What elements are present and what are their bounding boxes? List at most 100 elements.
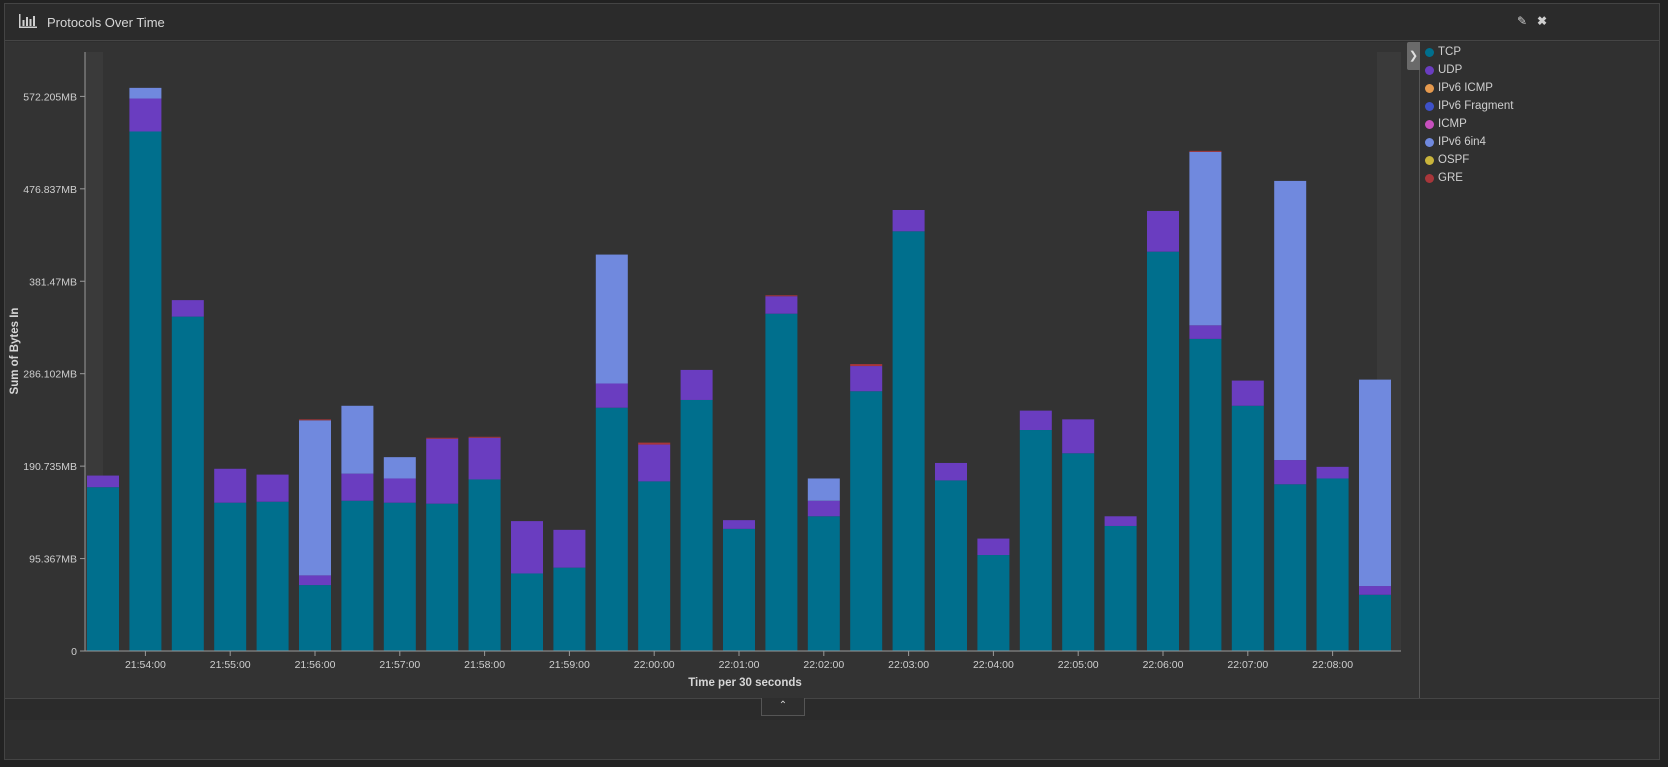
pencil-icon[interactable]: ✎ [1516,14,1528,28]
bar-segment[interactable] [680,369,713,400]
x-tick-label: 22:02:00 [803,659,844,671]
bar-segment[interactable] [1359,379,1391,587]
x-tick-label: 21:55:00 [210,659,251,671]
bar-segment[interactable] [1104,525,1137,651]
bar-segment[interactable] [595,254,628,384]
legend-swatch [1425,137,1434,147]
bar-segment[interactable] [977,538,1010,556]
bar-segment[interactable] [1147,251,1179,651]
bar-segment[interactable] [1231,405,1264,651]
legend-label: TCP [1438,46,1461,58]
bar-segment[interactable] [553,567,586,651]
bar-segment[interactable] [935,480,967,651]
bar-segment[interactable] [892,209,925,232]
bar-segment[interactable] [256,474,289,502]
bar-segment[interactable] [426,437,459,439]
bar-segment[interactable] [807,516,840,651]
bar-segment[interactable] [299,575,331,586]
bar-segment[interactable] [1316,478,1349,651]
close-icon[interactable]: ✖ [1536,14,1548,28]
bar-segment[interactable] [299,585,331,651]
bar-segment[interactable] [1062,453,1095,651]
bar-segment[interactable] [807,478,840,501]
bar-segment[interactable] [468,436,501,438]
bar-segment[interactable] [468,437,501,480]
bar-segment[interactable] [171,316,204,651]
bar-segment[interactable] [1019,430,1052,651]
bar-segment[interactable] [511,521,543,574]
bar-segment[interactable] [1274,460,1307,485]
chevron-up-icon[interactable]: ⌃ [761,698,805,716]
bar-segment[interactable] [1231,380,1264,406]
legend-item[interactable]: IPv6 ICMP [1425,80,1493,96]
legend-item[interactable]: OSPF [1425,152,1469,168]
bar-segment[interactable] [129,98,162,132]
bar-segment[interactable] [341,405,374,474]
bar-segment[interactable] [892,231,925,651]
bar-segment[interactable] [595,383,628,408]
bar-segment[interactable] [87,487,119,651]
bar-segment[interactable] [383,478,416,503]
bar-segment[interactable] [850,391,883,651]
legend-item[interactable]: TCP [1425,44,1461,60]
bar-segment[interactable] [1019,410,1052,431]
bar-segment[interactable] [638,444,671,482]
bar-segment[interactable] [553,529,586,568]
bar-segment[interactable] [129,131,162,651]
bar-segment[interactable] [511,573,543,651]
bar-segment[interactable] [129,87,162,99]
bar-segment[interactable] [765,296,798,314]
bar-segment[interactable] [723,528,755,651]
bar-segment[interactable] [935,462,967,481]
chevron-right-icon[interactable]: ❯ [1407,42,1420,70]
bar-segment[interactable] [426,503,459,651]
bar-segment[interactable] [1316,466,1349,479]
bar-segment[interactable] [1359,594,1391,651]
legend-item[interactable]: IPv6 6in4 [1425,134,1486,150]
bar-segment[interactable] [1274,180,1307,461]
bar-segment[interactable] [807,500,840,517]
bar-segment[interactable] [765,313,798,651]
bar-segment[interactable] [426,438,459,504]
bar-segment[interactable] [468,479,501,651]
legend-label: UDP [1438,64,1463,76]
bar-segment[interactable] [171,300,204,317]
legend-item[interactable]: UDP [1425,62,1462,78]
bar-segment[interactable] [680,399,713,651]
bar-segment[interactable] [638,481,671,651]
bar-segment[interactable] [214,502,247,651]
bar-segment[interactable] [341,473,374,501]
bar-segment[interactable] [977,555,1010,651]
bar-segment[interactable] [256,501,289,651]
x-tick-label: 22:03:00 [888,659,929,671]
x-tick-label: 22:06:00 [1143,659,1184,671]
bar-segment[interactable] [850,364,883,367]
legend-label: OSPF [1438,154,1470,166]
bar-segment[interactable] [383,457,416,479]
legend-item[interactable]: ICMP [1425,116,1467,132]
bar-segment[interactable] [723,520,755,529]
bar-segment[interactable] [638,442,671,445]
bar-segment[interactable] [595,407,628,651]
bar-segment[interactable] [341,500,374,651]
bar-segment[interactable] [1274,484,1307,651]
bar-segment[interactable] [1104,516,1137,526]
bar-segment[interactable] [383,502,416,651]
bar-segment[interactable] [1062,419,1095,454]
bar-segment[interactable] [1189,150,1222,152]
legend-item[interactable]: IPv6 Fragment [1425,98,1513,114]
bar-segment[interactable] [1189,338,1222,651]
bar-segment[interactable] [299,420,331,576]
legend-item[interactable]: GRE [1425,170,1463,186]
bar-segment[interactable] [765,295,798,297]
y-tick-label: 0 [71,646,77,658]
bar-segment[interactable] [850,366,883,392]
bar-segment[interactable] [1147,210,1179,252]
bar-segment[interactable] [1189,325,1222,339]
bar-segment[interactable] [214,468,247,503]
legend-swatch [1425,83,1434,93]
bar-segment[interactable] [299,419,331,421]
bar-segment[interactable] [1189,151,1222,326]
bar-segment[interactable] [87,475,119,488]
bar-segment[interactable] [1359,586,1391,595]
